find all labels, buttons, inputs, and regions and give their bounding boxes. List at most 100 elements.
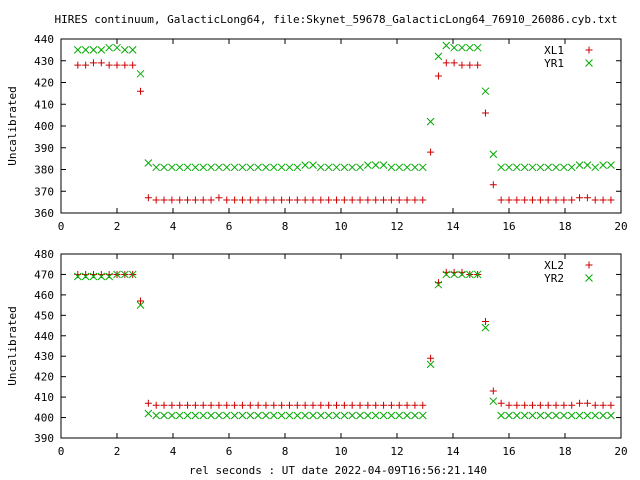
data-point (599, 401, 607, 409)
data-point (332, 411, 341, 420)
data-point (168, 411, 176, 420)
data-point (340, 411, 349, 420)
series-XL1 (74, 59, 615, 204)
data-point (152, 401, 160, 409)
data-point (505, 401, 513, 409)
data-point (238, 196, 246, 204)
data-point (450, 59, 458, 67)
data-point (426, 117, 435, 126)
y-tick-label: 400 (34, 412, 54, 425)
data-point (575, 161, 584, 170)
plot-frame-top (60, 38, 622, 214)
data-point (567, 163, 576, 172)
data-point (560, 411, 568, 420)
x-tick-label: 0 (58, 445, 65, 458)
data-point (207, 163, 215, 172)
data-point (183, 411, 192, 420)
y-tick-label: 440 (34, 330, 54, 343)
y-tick-label: 450 (34, 309, 54, 322)
data-point (152, 163, 161, 172)
data-point (536, 411, 545, 420)
y-tick-label: 430 (34, 350, 54, 363)
data-point (262, 163, 270, 172)
data-point (160, 196, 168, 204)
y-tick-label: 370 (34, 185, 54, 198)
data-point (89, 59, 97, 67)
data-point (575, 411, 584, 420)
data-point (152, 411, 161, 420)
data-point (285, 411, 294, 420)
data-point (489, 150, 498, 159)
data-point (309, 401, 317, 409)
data-point (97, 272, 106, 281)
data-point (356, 401, 364, 409)
data-point (371, 161, 380, 170)
data-point (599, 161, 607, 170)
data-point (560, 196, 568, 204)
data-point (333, 196, 341, 204)
data-point (434, 280, 443, 289)
x-tick-label: 14 (446, 445, 460, 458)
data-point (379, 411, 388, 420)
data-point (277, 411, 286, 420)
data-point (418, 163, 427, 172)
data-point (254, 411, 262, 420)
data-point (254, 196, 262, 204)
data-point (427, 148, 435, 156)
data-point (411, 196, 419, 204)
data-point (324, 163, 333, 172)
data-point (136, 301, 145, 309)
data-point (222, 163, 231, 172)
data-point (309, 411, 317, 420)
data-point (568, 401, 576, 409)
panel-top: Uncalibrated 0 2 4 6 8 10 12 14 16 18 20 360 370 380 3… (6, 33, 628, 233)
data-point (254, 401, 262, 409)
data-point (317, 401, 325, 409)
data-point (544, 163, 553, 172)
data-point (568, 196, 576, 204)
data-point (591, 411, 600, 420)
data-point (301, 196, 309, 204)
data-point (293, 196, 301, 204)
y-tick-label: 460 (34, 289, 54, 302)
data-point (497, 399, 505, 407)
data-point (324, 411, 333, 420)
x-tick-label: 12 (390, 445, 403, 458)
data-point (544, 401, 552, 409)
y-tick-label: 470 (34, 268, 54, 281)
y-tick-label: 400 (34, 120, 54, 133)
data-point (372, 401, 380, 409)
data-point (184, 196, 192, 204)
data-point (230, 163, 239, 172)
data-point (168, 163, 176, 172)
data-point (325, 196, 333, 204)
x-tick-label: 2 (114, 445, 121, 458)
data-point (215, 163, 223, 172)
y-tick-label: 390 (34, 432, 54, 445)
data-point (356, 163, 364, 172)
data-point (332, 163, 341, 172)
data-point (348, 401, 356, 409)
data-point (481, 317, 489, 325)
y-tick-label: 480 (34, 248, 54, 261)
data-point (105, 43, 114, 52)
data-point (285, 163, 294, 172)
data-point (512, 163, 521, 172)
data-point (175, 411, 184, 420)
data-point (137, 87, 145, 95)
data-point (301, 401, 309, 409)
data-point (497, 196, 505, 204)
data-point (380, 401, 388, 409)
data-point (317, 196, 325, 204)
data-point (513, 196, 521, 204)
data-point (82, 61, 90, 69)
data-point (73, 46, 82, 54)
data-point (387, 163, 396, 172)
data-point (465, 43, 474, 52)
data-point (419, 196, 427, 204)
x-tick-label: 6 (226, 445, 233, 458)
x-tick-label: 10 (334, 445, 347, 458)
data-point (340, 163, 349, 172)
data-point (474, 61, 482, 69)
data-point (497, 411, 506, 420)
